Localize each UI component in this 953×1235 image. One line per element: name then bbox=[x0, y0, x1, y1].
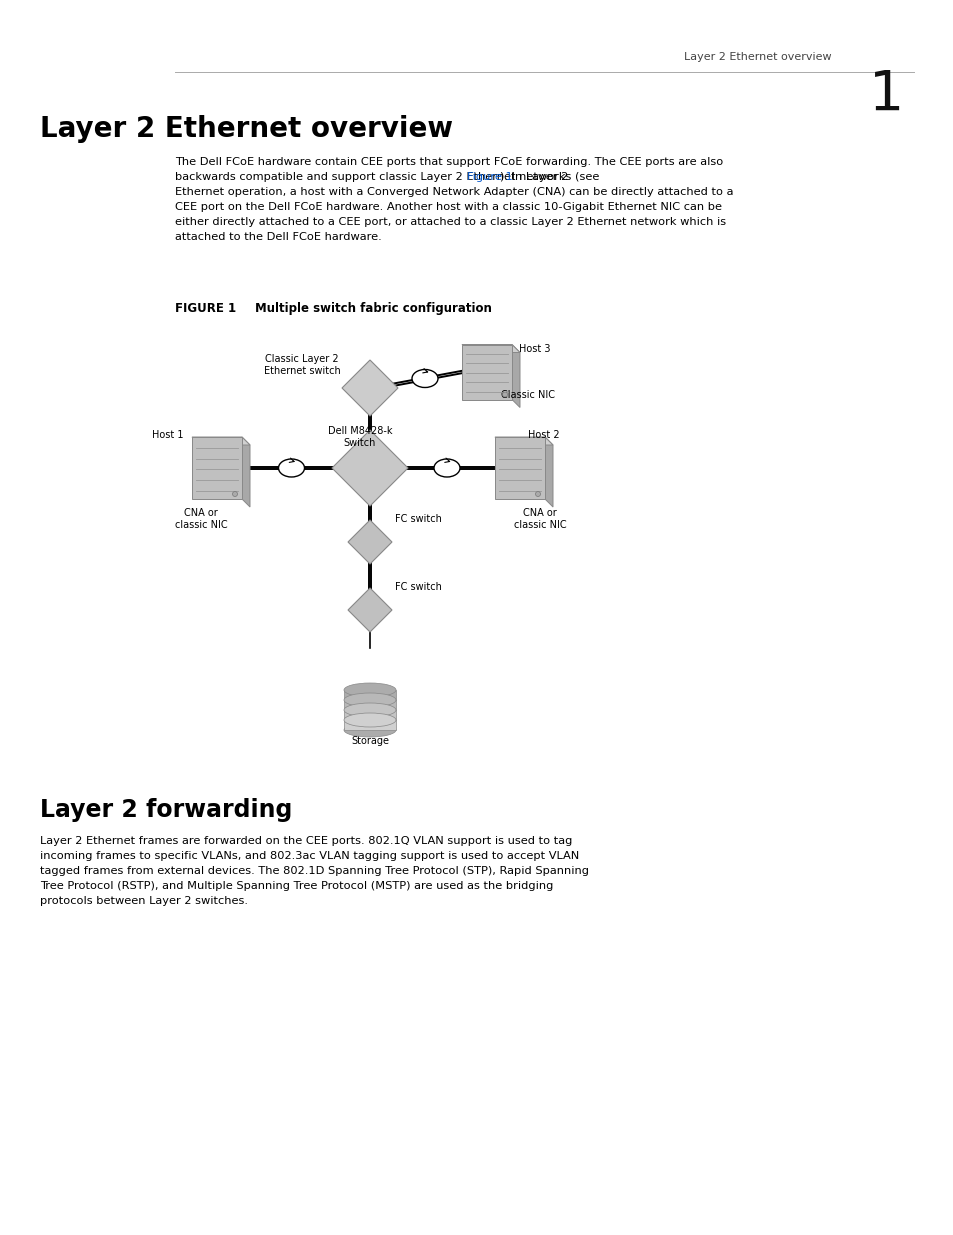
Text: CNA or
classic NIC: CNA or classic NIC bbox=[513, 508, 566, 530]
Text: incoming frames to specific VLANs, and 802.3ac VLAN tagging support is used to a: incoming frames to specific VLANs, and 8… bbox=[40, 851, 578, 861]
Text: Classic NIC: Classic NIC bbox=[500, 390, 555, 400]
Text: Layer 2 Ethernet overview: Layer 2 Ethernet overview bbox=[40, 115, 453, 143]
Bar bbox=[192, 437, 242, 499]
Text: Layer 2 Ethernet frames are forwarded on the CEE ports. 802.1Q VLAN support is u: Layer 2 Ethernet frames are forwarded on… bbox=[40, 836, 572, 846]
Polygon shape bbox=[512, 345, 519, 408]
Text: FC switch: FC switch bbox=[395, 582, 441, 592]
Text: attached to the Dell FCoE hardware.: attached to the Dell FCoE hardware. bbox=[174, 232, 381, 242]
Ellipse shape bbox=[434, 459, 459, 477]
Text: backwards compatible and support classic Layer 2 Ethernet networks (see: backwards compatible and support classic… bbox=[174, 172, 602, 182]
Ellipse shape bbox=[344, 713, 395, 727]
Text: Figure 1: Figure 1 bbox=[467, 172, 513, 182]
Text: FC switch: FC switch bbox=[395, 514, 441, 524]
Ellipse shape bbox=[278, 459, 304, 477]
Polygon shape bbox=[242, 437, 250, 508]
Text: Tree Protocol (RSTP), and Multiple Spanning Tree Protocol (MSTP) are used as the: Tree Protocol (RSTP), and Multiple Spann… bbox=[40, 881, 553, 890]
Polygon shape bbox=[348, 588, 392, 632]
Polygon shape bbox=[348, 520, 392, 564]
Text: The Dell FCoE hardware contain CEE ports that support FCoE forwarding. The CEE p: The Dell FCoE hardware contain CEE ports… bbox=[174, 157, 722, 167]
Text: Dell M8428-k
Switch: Dell M8428-k Switch bbox=[328, 426, 392, 448]
Bar bbox=[495, 437, 544, 499]
Polygon shape bbox=[332, 430, 408, 506]
Ellipse shape bbox=[344, 683, 395, 697]
Bar bbox=[461, 345, 512, 399]
Text: Host 3: Host 3 bbox=[518, 345, 550, 354]
Text: ). In Layer 2: ). In Layer 2 bbox=[499, 172, 567, 182]
Text: Classic Layer 2
Ethernet switch: Classic Layer 2 Ethernet switch bbox=[263, 354, 340, 377]
Polygon shape bbox=[495, 437, 553, 445]
Bar bbox=[344, 690, 395, 700]
Text: CEE port on the Dell FCoE hardware. Another host with a classic 10-Gigabit Ether: CEE port on the Dell FCoE hardware. Anot… bbox=[174, 203, 721, 212]
Polygon shape bbox=[341, 359, 397, 416]
Polygon shape bbox=[461, 345, 519, 352]
Text: tagged frames from external devices. The 802.1D Spanning Tree Protocol (STP), Ra: tagged frames from external devices. The… bbox=[40, 866, 588, 876]
Bar bbox=[344, 700, 395, 710]
Text: Multiple switch fabric configuration: Multiple switch fabric configuration bbox=[254, 303, 492, 315]
Text: Layer 2 forwarding: Layer 2 forwarding bbox=[40, 798, 292, 823]
Polygon shape bbox=[192, 437, 250, 445]
Text: Layer 2 Ethernet overview: Layer 2 Ethernet overview bbox=[683, 52, 831, 62]
Text: CNA or
classic NIC: CNA or classic NIC bbox=[174, 508, 227, 530]
Text: Ethernet operation, a host with a Converged Network Adapter (CNA) can be directl: Ethernet operation, a host with a Conver… bbox=[174, 186, 733, 198]
Text: either directly attached to a CEE port, or attached to a classic Layer 2 Etherne: either directly attached to a CEE port, … bbox=[174, 217, 725, 227]
Ellipse shape bbox=[344, 703, 395, 718]
Ellipse shape bbox=[412, 369, 437, 388]
Text: 1: 1 bbox=[868, 68, 903, 122]
Ellipse shape bbox=[344, 722, 395, 737]
Text: Storage: Storage bbox=[351, 736, 389, 746]
Circle shape bbox=[233, 492, 237, 496]
Text: Host 1: Host 1 bbox=[152, 430, 183, 440]
Polygon shape bbox=[544, 437, 553, 508]
Circle shape bbox=[535, 492, 540, 496]
Text: FIGURE 1: FIGURE 1 bbox=[174, 303, 236, 315]
Circle shape bbox=[502, 391, 507, 396]
Bar bbox=[344, 720, 395, 730]
Text: Host 2: Host 2 bbox=[527, 430, 559, 440]
Ellipse shape bbox=[344, 693, 395, 706]
Text: protocols between Layer 2 switches.: protocols between Layer 2 switches. bbox=[40, 897, 248, 906]
Bar bbox=[344, 710, 395, 720]
